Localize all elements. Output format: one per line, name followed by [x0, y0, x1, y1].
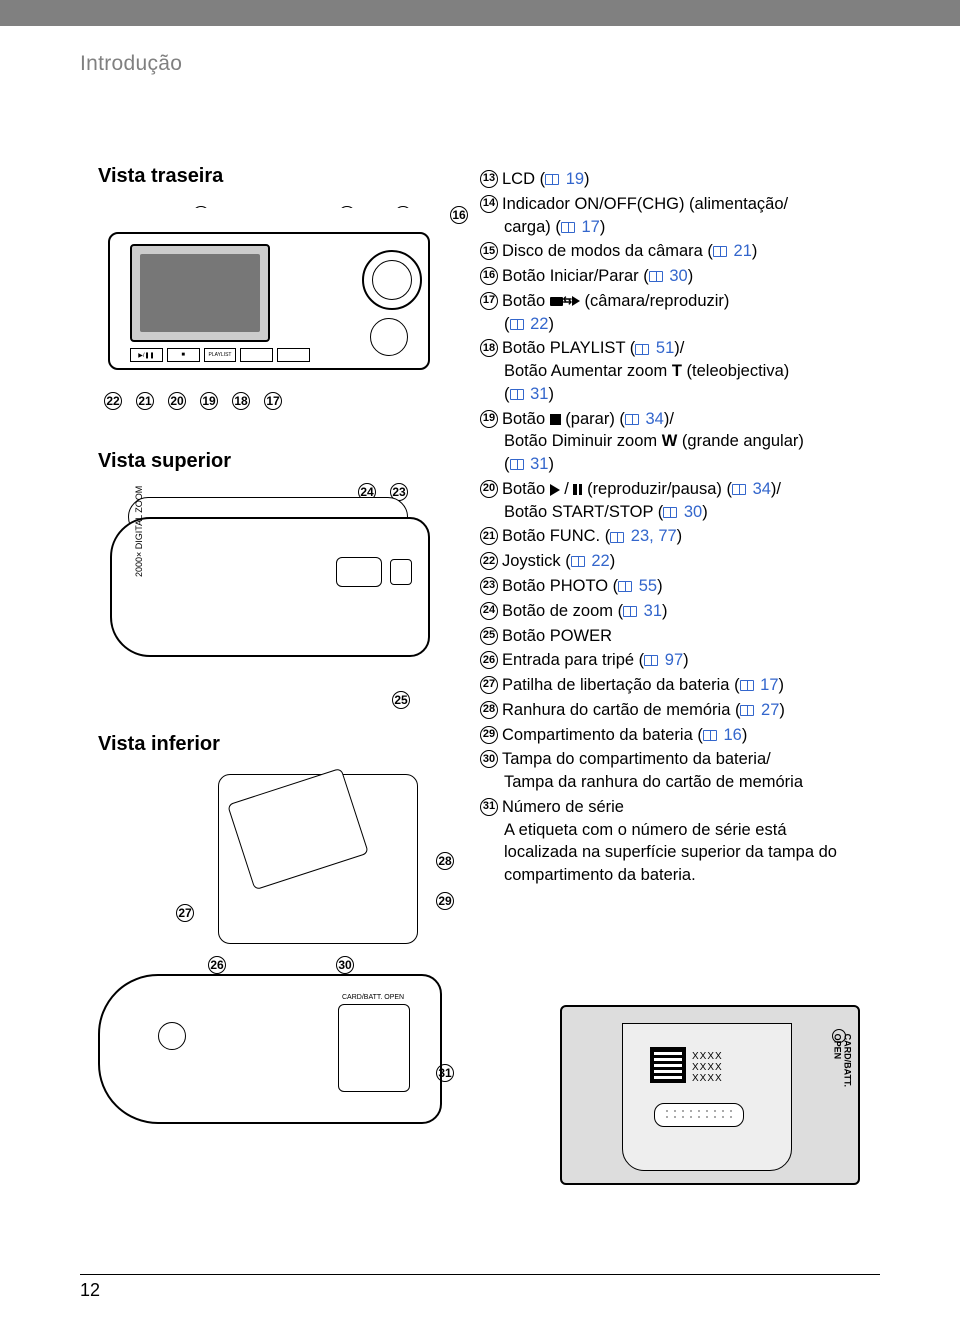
book-icon: [510, 319, 524, 330]
legend-item-26: 26Entrada para tripé ( 97): [480, 649, 880, 672]
camera-swap-icon: ⇆: [550, 294, 580, 309]
manual-page: Introdução Vista traseira 13 14 15 16 ▶/…: [0, 0, 960, 1337]
section-title: Introdução: [80, 52, 182, 76]
book-icon: [740, 705, 754, 716]
book-icon: [663, 507, 677, 518]
book-icon: [618, 581, 632, 592]
page-ref: 19: [566, 170, 584, 188]
stop-icon: [550, 414, 561, 425]
legend-item-15: 15Disco de modos da câmara ( 21): [480, 240, 880, 263]
book-icon: [623, 606, 637, 617]
callout-16: 16: [450, 206, 468, 224]
legend-item-27: 27Patilha de libertação da bateria ( 17): [480, 674, 880, 697]
book-icon: [703, 730, 717, 741]
legend-item-14: 14Indicador ON/OFF(CHG) (alimentação/car…: [480, 193, 880, 239]
callout-30: 30: [336, 956, 354, 974]
callout-29: 29: [436, 892, 454, 910]
book-icon: [571, 556, 585, 567]
book-icon: [740, 680, 754, 691]
qr-icon: [650, 1047, 686, 1083]
callout-21: 21: [136, 392, 154, 410]
callout-18: 18: [232, 392, 250, 410]
diagram-bottom: 28 29 27 CARD/BATT. OPEN 26 30 31: [98, 774, 442, 1134]
callout-22: 22: [104, 392, 122, 410]
book-icon: [561, 222, 575, 233]
callout-28: 28: [436, 852, 454, 870]
callout-26: 26: [208, 956, 226, 974]
book-icon: [545, 174, 559, 185]
page-number: 12: [80, 1280, 100, 1301]
play-icon: [550, 484, 560, 496]
callout-19: 19: [200, 392, 218, 410]
book-icon: [610, 532, 624, 543]
callout-27: 27: [176, 904, 194, 922]
legend-item-21: 21Botão FUNC. ( 23, 77): [480, 525, 880, 548]
legend-item-29: 29Compartimento da bateria ( 16): [480, 724, 880, 747]
book-icon: [732, 484, 746, 495]
diagram-top: 2000× DIGITAL ZOOM: [98, 487, 442, 707]
callout-31: 31: [436, 1064, 454, 1082]
serial-placeholder: XXXX XXXX XXXX: [692, 1051, 723, 1084]
legend-item-23: 23Botão PHOTO ( 55): [480, 575, 880, 598]
legend-item-19: 19Botão (parar) ( 34)/ Botão Diminuir zo…: [480, 408, 880, 476]
book-icon: [713, 246, 727, 257]
callout-20: 20: [168, 392, 186, 410]
legend-item-17: 17Botão ⇆ (câmara/reproduzir)( 22): [480, 290, 880, 336]
legend-item-31: 31Número de série A etiqueta com o númer…: [480, 796, 880, 887]
callout-17: 17: [264, 392, 282, 410]
legend-item-25: 25Botão POWER: [480, 625, 880, 648]
footer-rule: [80, 1274, 880, 1275]
label-cardbatt: CARD/BATT. OPEN: [342, 994, 404, 1001]
legend-item-22: 22Joystick ( 22): [480, 550, 880, 573]
header-bar: [0, 0, 960, 26]
callout-25: 25: [392, 691, 410, 709]
legend-item-18: 18Botão PLAYLIST ( 51)/ Botão Aumentar z…: [480, 337, 880, 405]
book-icon: [510, 459, 524, 470]
legend-item-24: 24Botão de zoom ( 31): [480, 600, 880, 623]
diagram-rear: ▶/❚❚■PLAYLIST: [98, 208, 442, 388]
book-icon: [625, 414, 639, 425]
book-icon: [649, 271, 663, 282]
legend-item-28: 28Ranhura do cartão de memória ( 27): [480, 699, 880, 722]
heading-top-view: Vista superior: [98, 450, 448, 473]
legend-item-20: 20Botão / (reproduzir/pausa) ( 34)/ Botã…: [480, 478, 880, 524]
book-icon: [644, 655, 658, 666]
legend-item-16: 16Botão Iniciar/Parar ( 30): [480, 265, 880, 288]
text: LCD (: [502, 170, 545, 188]
left-column: Vista traseira 13 14 15 16 ▶/❚❚■PLAYLIST: [98, 165, 448, 1134]
heading-bottom-view: Vista inferior: [98, 733, 448, 756]
serial-detail-diagram: XXXX XXXX XXXX CARD/BATT. OPEN: [560, 1005, 860, 1185]
legend-item-13: 13LCD ( 19): [480, 168, 880, 191]
label-zoom: 2000× DIGITAL ZOOM: [134, 486, 144, 577]
heading-rear-view: Vista traseira: [98, 165, 448, 188]
legend-item-30: 30Tampa do compartimento da bateria/Tamp…: [480, 748, 880, 794]
legend-list: 13LCD ( 19) 14Indicador ON/OFF(CHG) (ali…: [480, 168, 880, 889]
book-icon: [510, 389, 524, 400]
book-icon: [635, 344, 649, 355]
